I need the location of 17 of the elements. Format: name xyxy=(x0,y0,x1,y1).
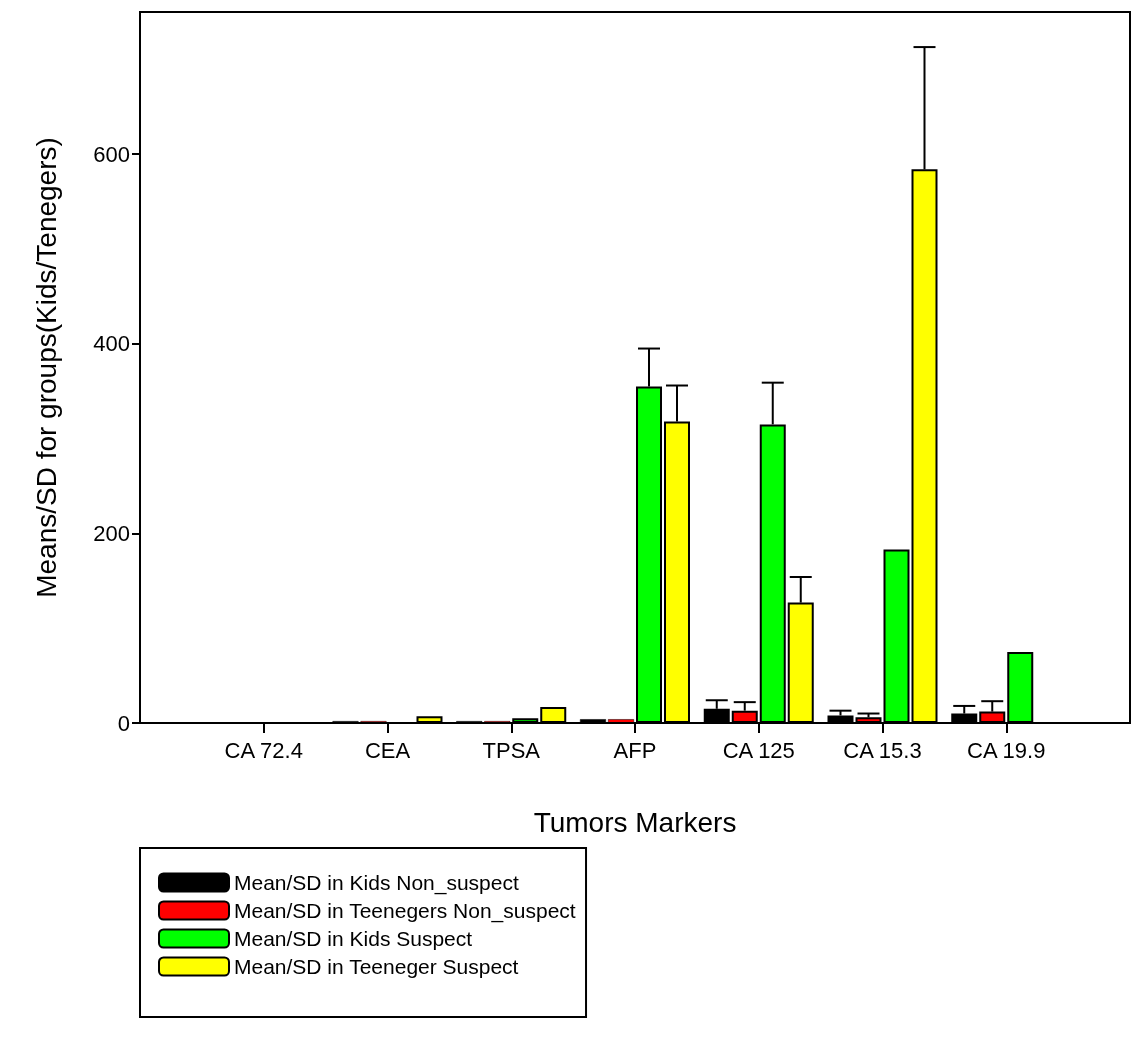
y-tick-label: 400 xyxy=(93,331,130,357)
y-tick-label: 0 xyxy=(117,710,130,736)
y-axis-title: Means/SD for groups(Kids/Tenegers) xyxy=(30,137,62,598)
x-axis-title: Tumors Markers xyxy=(533,806,737,838)
legend-label: Mean/SD in Teeneger Suspect xyxy=(234,955,519,978)
y-tick-label: 200 xyxy=(93,520,130,546)
x-tick-label: CEA xyxy=(364,737,411,763)
legend-label: Mean/SD in Kids Suspect xyxy=(234,927,473,950)
x-tick-label: CA 72.4 xyxy=(224,737,303,763)
y-tick-label: 600 xyxy=(93,141,130,167)
x-tick-label: CA 125 xyxy=(722,737,795,763)
x-tick-label: TPSA xyxy=(482,737,541,763)
x-tick-label: CA 15.3 xyxy=(843,737,922,763)
x-tick-label: AFP xyxy=(613,737,657,763)
legend-label: Mean/SD in Kids Non_suspect xyxy=(234,871,519,895)
legend-label: Mean/SD in Teenegers Non_suspect xyxy=(234,899,576,923)
x-tick-label: CA 19.9 xyxy=(967,737,1046,763)
